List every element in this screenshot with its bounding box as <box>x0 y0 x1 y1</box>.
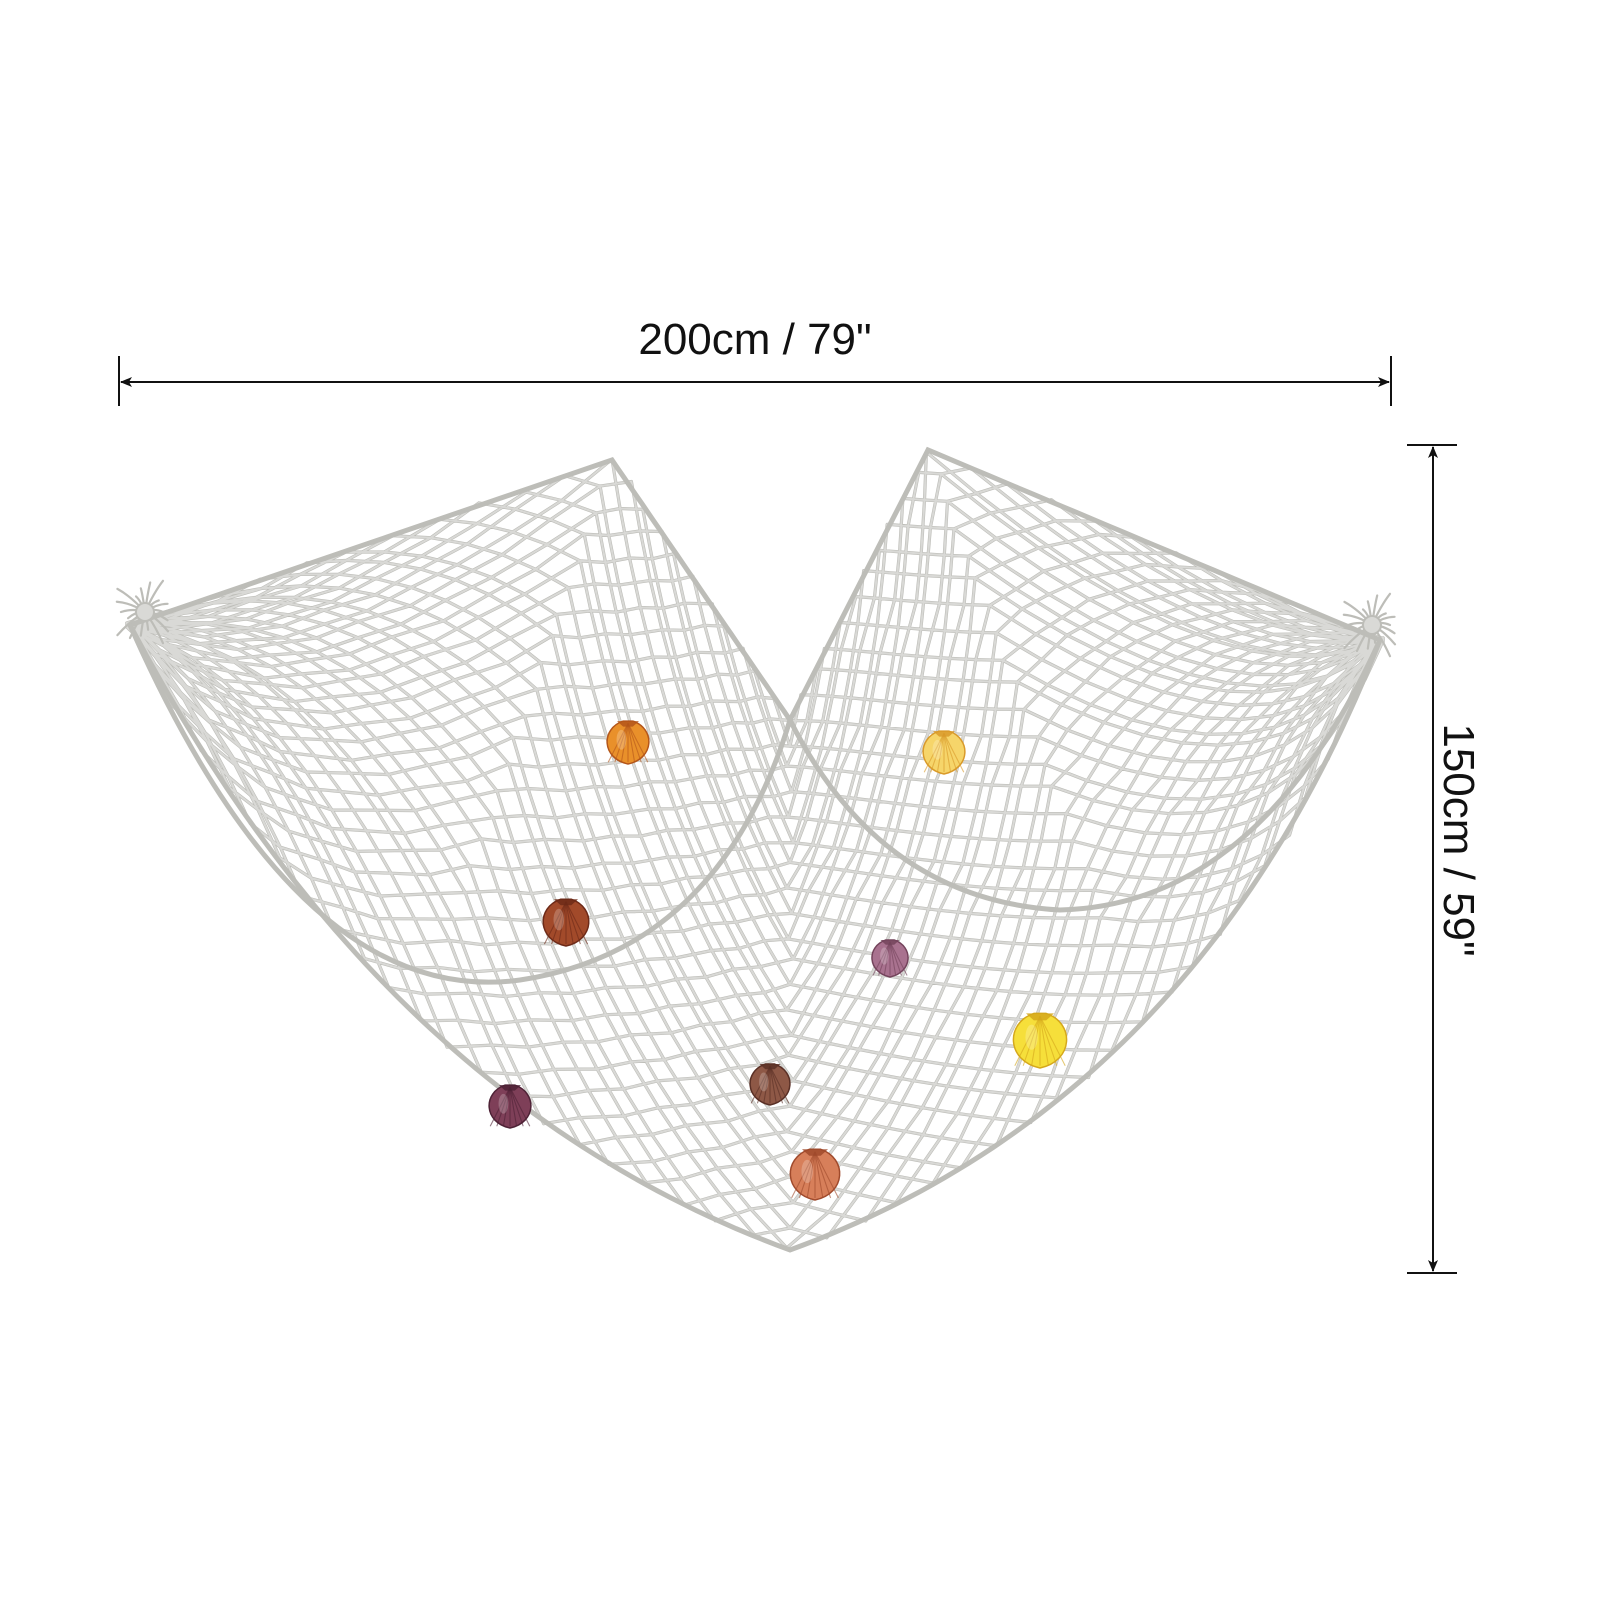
rust-scallop-shell <box>542 898 590 947</box>
rope-end-left <box>115 579 170 645</box>
peach-scallop-shell <box>789 1148 841 1201</box>
width-dimension-label: 200cm / 79" <box>638 315 872 364</box>
mauve-scallop-shell <box>871 939 909 978</box>
height-dimension-label: 150cm / 59" <box>1434 723 1483 957</box>
light-yellow-scallop-shell <box>922 730 966 775</box>
seashells <box>488 720 1068 1201</box>
width-dimension <box>118 356 1392 406</box>
plum-scallop-shell <box>488 1084 532 1129</box>
net-swag-rope-left <box>127 623 793 985</box>
orange-scallop-shell <box>606 720 650 765</box>
height-dimension <box>1407 444 1457 1274</box>
bright-yellow-scallop-shell <box>1012 1012 1068 1069</box>
rope-end-right <box>1342 592 1397 658</box>
fishing-net <box>115 446 1397 1253</box>
net-mesh <box>125 451 1385 1249</box>
brown-scallop-shell <box>749 1063 791 1106</box>
net-swag-rope-right <box>787 638 1383 913</box>
